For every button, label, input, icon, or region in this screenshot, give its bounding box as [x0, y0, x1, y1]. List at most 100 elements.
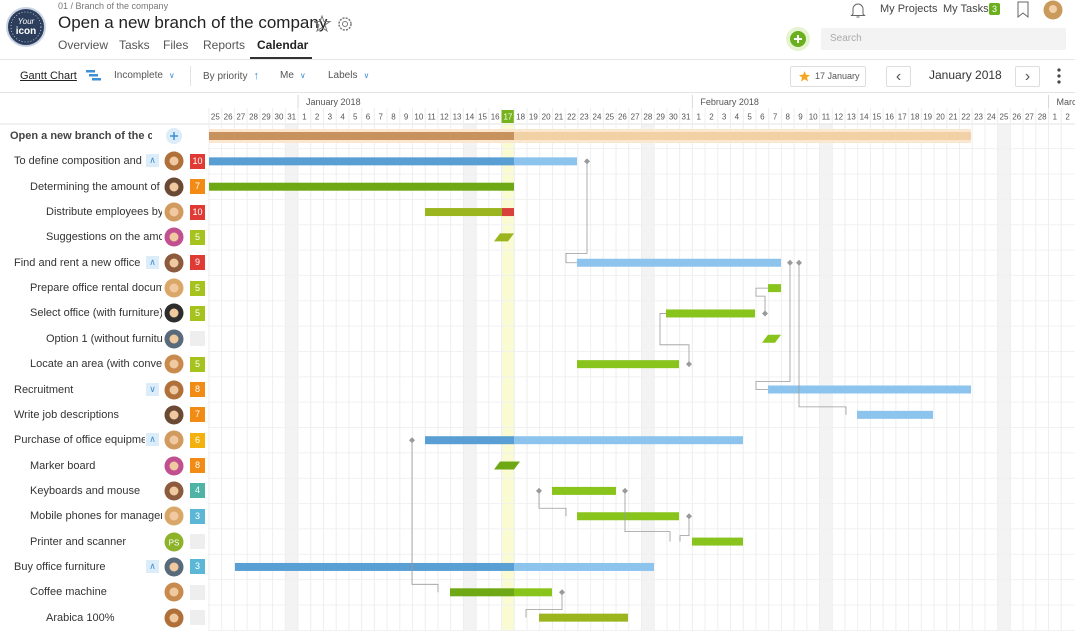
task-name[interactable]: Recruitment: [14, 383, 74, 396]
filter[interactable]: Labels ∨: [328, 70, 370, 81]
task-name[interactable]: Prepare office rental docume: [30, 282, 162, 295]
task-name[interactable]: Buy office furniture: [14, 560, 106, 573]
task-name[interactable]: Option 1 (without furniture: [46, 332, 162, 345]
add-task-button[interactable]: [165, 127, 183, 145]
task-name[interactable]: Find and rent a new office: [14, 256, 141, 269]
priority-badge: 3: [190, 508, 205, 524]
next-period[interactable]: ›: [1015, 66, 1040, 87]
task-name[interactable]: Mobile phones for managers: [30, 510, 162, 523]
my-tasks-link[interactable]: My Tasks: [943, 3, 989, 15]
assignee-avatar[interactable]: [164, 456, 184, 476]
day-label: 29: [262, 113, 271, 122]
task-bar: [552, 486, 616, 495]
filter[interactable]: Me ∨: [280, 70, 306, 81]
priority-badge: 10: [190, 153, 205, 169]
assignee-avatar[interactable]: [164, 278, 184, 298]
toggle-button[interactable]: ∨: [146, 382, 159, 396]
day-label: 13: [453, 113, 462, 122]
tab[interactable]: Tasks: [119, 38, 150, 52]
logo[interactable]: Your icon: [6, 7, 46, 47]
task-name[interactable]: Write job descriptions: [14, 408, 119, 421]
assignee-avatar[interactable]: [164, 227, 184, 247]
day-label: 6: [760, 113, 765, 122]
assignee-avatar[interactable]: [164, 506, 184, 526]
task-name[interactable]: Determining the amount of e: [30, 180, 162, 193]
dependency-line: [755, 262, 791, 390]
assignee-avatar[interactable]: [164, 608, 184, 628]
tab[interactable]: Reports: [203, 38, 246, 52]
filter[interactable]: By priority ↑: [203, 70, 259, 82]
bookmark-icon[interactable]: [1016, 1, 1030, 19]
day-label: 20: [936, 113, 945, 122]
toggle-button[interactable]: ∧: [146, 433, 159, 447]
toggle-button[interactable]: ∧: [146, 559, 159, 573]
view-selector[interactable]: Gantt Chart: [20, 70, 77, 82]
task-name[interactable]: Purchase of office equipme: [14, 434, 145, 447]
search-box[interactable]: Search: [821, 28, 1066, 50]
assignee-avatar[interactable]: [164, 151, 184, 171]
task-name[interactable]: Marker board: [30, 459, 96, 472]
notifications-icon[interactable]: [849, 1, 867, 19]
assignee-avatar[interactable]: [164, 557, 184, 577]
tab[interactable]: Files: [163, 38, 189, 52]
title-icons[interactable]: [314, 15, 358, 33]
toggle-button[interactable]: ∧: [146, 154, 159, 168]
assignee-avatar[interactable]: [164, 481, 184, 501]
toggle-button[interactable]: ∧: [146, 255, 159, 269]
assignee-avatar[interactable]: PS: [164, 532, 184, 552]
assignee-avatar[interactable]: [164, 177, 184, 197]
assignee-avatar[interactable]: [164, 253, 184, 273]
assignee-avatar[interactable]: [164, 303, 184, 323]
day-label: 12: [440, 113, 449, 122]
assignee-avatar[interactable]: [164, 405, 184, 425]
day-label: 27: [1025, 113, 1034, 122]
month-label: February 2018: [700, 97, 759, 107]
header-border: [0, 59, 1075, 60]
day-label: 9: [798, 113, 803, 122]
user-avatar[interactable]: [1043, 0, 1063, 20]
avatar-face: [169, 385, 179, 394]
gantt-icon[interactable]: [86, 69, 102, 81]
priority-badge: 7: [190, 179, 205, 195]
task-name[interactable]: Arabica 100%: [46, 611, 115, 624]
add-button[interactable]: [784, 26, 812, 52]
avatar-face: [169, 308, 179, 318]
assignee-avatar[interactable]: [164, 430, 184, 450]
tab[interactable]: Calendar: [257, 38, 309, 52]
assignee-avatar[interactable]: [164, 582, 184, 602]
task-name[interactable]: Distribute employees by c: [46, 206, 162, 219]
assignee-avatar[interactable]: [164, 380, 184, 400]
task-name[interactable]: Select office (with furniture): [30, 307, 162, 320]
task-bar: [235, 562, 514, 571]
task-bar: [209, 182, 514, 191]
my-projects-link[interactable]: My Projects: [880, 3, 938, 15]
prev-period[interactable]: ‹: [886, 66, 911, 87]
assignee-avatar[interactable]: [164, 354, 184, 374]
today-button[interactable]: 17 January: [790, 66, 866, 87]
assignee-avatar[interactable]: [164, 329, 184, 349]
task-name[interactable]: Printer and scanner: [30, 535, 126, 548]
day-label: 1: [696, 113, 701, 122]
day-label: 8: [391, 113, 396, 122]
breadcrumb[interactable]: 01 / Branch of the company: [58, 1, 169, 11]
project-row-name[interactable]: Open a new branch of the co: [10, 130, 152, 142]
project-bar: [514, 132, 971, 140]
assignee-avatar[interactable]: [164, 202, 184, 222]
task-bar: [539, 613, 628, 622]
task-name[interactable]: Suggestions on the amou: [46, 231, 162, 244]
day-label: 8: [786, 113, 791, 122]
filter[interactable]: Incomplete ∨: [114, 70, 175, 81]
day-label: 21: [554, 113, 563, 122]
day-label: 15: [478, 113, 487, 122]
tab[interactable]: Overview: [58, 38, 109, 52]
task-name[interactable]: Keyboards and mouse: [30, 484, 141, 497]
more-menu[interactable]: [1055, 68, 1063, 84]
avatar-face: [169, 486, 179, 496]
day-label: 30: [669, 113, 678, 122]
task-name[interactable]: To define composition and: [14, 155, 142, 168]
priority-badge: [190, 610, 205, 626]
day-label: 5: [353, 113, 358, 122]
day-label: 26: [618, 113, 627, 122]
task-name[interactable]: Coffee machine: [30, 586, 107, 599]
task-name[interactable]: Locate an area (with conveni: [30, 358, 162, 371]
